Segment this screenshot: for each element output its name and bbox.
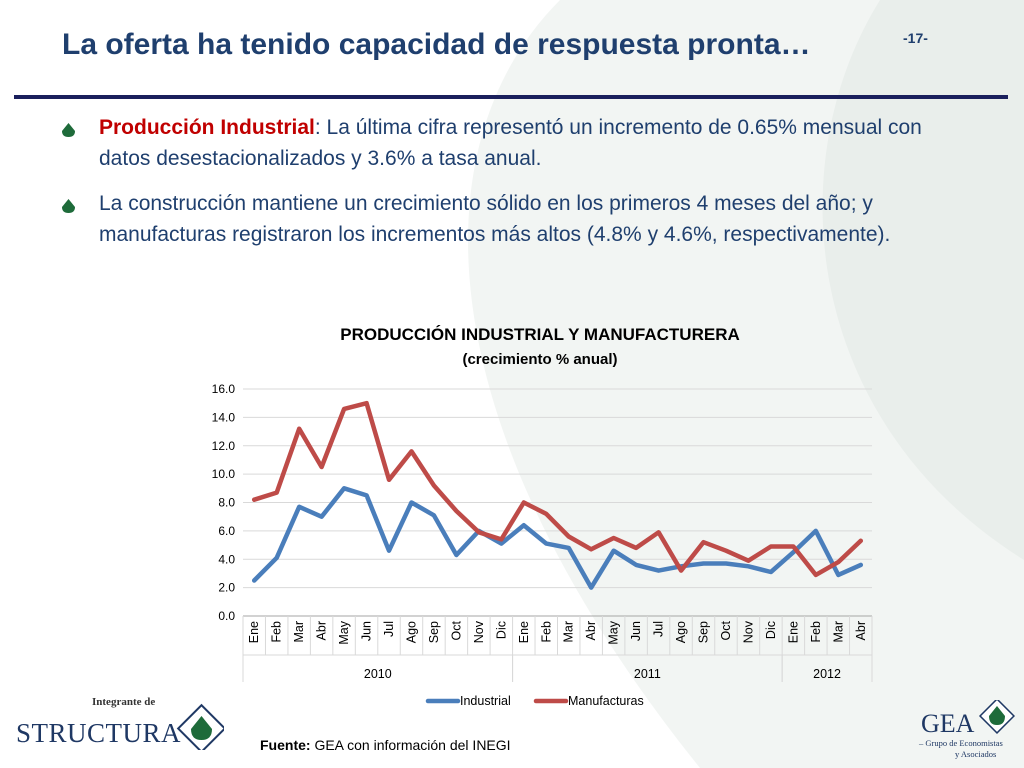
x-tick-label: Sep xyxy=(427,621,441,643)
year-label: 2012 xyxy=(813,667,841,681)
x-tick-label: Abr xyxy=(315,621,329,640)
series-line-manufacturas xyxy=(251,400,864,578)
leaf-bullet-icon xyxy=(62,123,75,137)
x-tick-label: Feb xyxy=(539,621,553,643)
y-tick-label: 14.0 xyxy=(212,410,236,424)
x-tick-label: Mar xyxy=(292,621,306,643)
y-tick-label: 4.0 xyxy=(218,552,235,566)
x-tick-label: Jun xyxy=(360,621,374,641)
y-tick-label: 6.0 xyxy=(218,524,235,538)
x-tick-label: Ene xyxy=(247,621,261,643)
x-tick-label: Ene xyxy=(786,621,800,643)
y-tick-label: 12.0 xyxy=(212,439,236,453)
x-tick-label: Feb xyxy=(270,621,284,643)
source-label: Fuente: xyxy=(260,737,311,753)
bullet-text: La construcción mantiene un crecimiento … xyxy=(99,192,891,246)
x-tick-label: Jun xyxy=(629,621,643,641)
slide-title: La oferta ha tenido capacidad de respues… xyxy=(62,28,811,61)
x-tick-label: Jul xyxy=(382,621,396,637)
x-tick-label: Abr xyxy=(854,621,868,640)
page-number: -17- xyxy=(903,30,928,46)
x-tick-label: Nov xyxy=(472,620,486,643)
series-line-industrial xyxy=(251,486,864,590)
x-tick-label: Dic xyxy=(494,621,508,639)
structura-emblem-icon xyxy=(176,703,224,750)
source-note: Fuente: GEA con información del INEGI xyxy=(260,737,511,753)
y-tick-label: 8.0 xyxy=(218,496,235,510)
structura-logo: Integrante de STRUCTURA xyxy=(16,696,224,750)
bullet-text: : La última cifra representó un incremen… xyxy=(99,116,922,170)
year-label: 2010 xyxy=(364,667,392,681)
year-label: 2011 xyxy=(634,667,661,681)
x-tick-label: May xyxy=(337,620,351,644)
source-text: GEA con información del INEGI xyxy=(310,737,511,753)
leaf-bullet-icon xyxy=(62,199,75,213)
logo-left-top: Integrante de xyxy=(92,696,155,708)
x-tick-label: Mar xyxy=(562,621,576,643)
x-tick-label: Jul xyxy=(652,621,666,637)
chart-title: PRODUCCIÓN INDUSTRIAL Y MANUFACTURERA xyxy=(340,325,740,344)
logo-left-main: STRUCTURA xyxy=(16,718,181,748)
y-tick-label: 2.0 xyxy=(218,581,235,595)
x-tick-label: Abr xyxy=(584,621,598,640)
logo-right-main: GEA xyxy=(921,709,975,738)
x-tick-label: May xyxy=(607,620,621,644)
y-tick-label: 16.0 xyxy=(212,382,236,396)
chart-subtitle: (crecimiento % anual) xyxy=(462,351,618,368)
x-tick-label: Feb xyxy=(809,621,823,643)
x-tick-label: Sep xyxy=(697,621,711,643)
title-divider xyxy=(14,95,1008,99)
x-tick-label: Ene xyxy=(517,621,531,643)
x-tick-label: Oct xyxy=(719,620,733,640)
logo-right-sub2: y Asociados xyxy=(955,749,996,759)
x-tick-label: Oct xyxy=(449,620,463,640)
bullet-lead: Producción Industrial xyxy=(99,116,315,139)
gea-logo: GEA – Grupo de Economistas y Asociados xyxy=(918,700,1015,759)
legend-label: Manufacturas xyxy=(568,694,644,708)
x-tick-label: Nov xyxy=(741,620,755,643)
y-tick-label: 10.0 xyxy=(212,467,236,481)
legend-label: Industrial xyxy=(460,694,511,708)
logo-right-sub1: – Grupo de Economistas xyxy=(918,738,1003,748)
y-tick-label: 0.0 xyxy=(218,609,235,623)
x-tick-label: Ago xyxy=(404,621,418,643)
x-tick-label: Dic xyxy=(764,621,778,639)
x-tick-label: Mar xyxy=(831,621,845,643)
gea-emblem-icon xyxy=(978,700,1015,735)
x-tick-label: Ago xyxy=(674,621,688,643)
